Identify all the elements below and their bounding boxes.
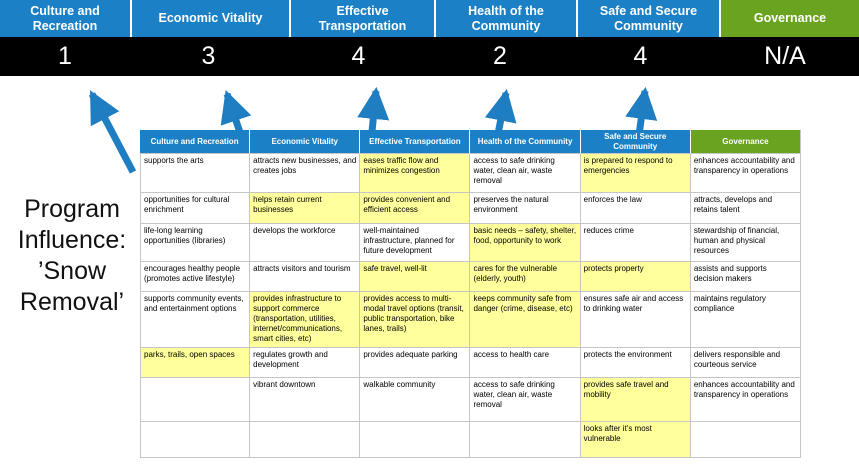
matrix-header-governance: Governance <box>690 130 801 155</box>
matrix-cell-r1-c2: attracts new businesses, and creates job… <box>250 154 361 194</box>
matrix-cell-r4-c2: attracts visitors and tourism <box>250 262 361 293</box>
matrix-cell-r7-c3: walkable community <box>360 378 471 423</box>
matrix-cell-r4-c5: protects property <box>580 262 691 293</box>
matrix-cell-r3-c3: well-maintained infrastructure, planned … <box>360 224 471 263</box>
program-label-line: Removal’ <box>19 288 125 316</box>
matrix-cell-r8-c1 <box>140 422 251 459</box>
matrix-cell-r6-c3: provides adequate parking <box>360 348 471 379</box>
pillar-score-effective-transportation: 4 <box>351 42 366 70</box>
matrix-cell-r2-c6: attracts, develops and retains talent <box>690 193 801 225</box>
matrix-cell-r1-c4: access to safe drinking water, clean air… <box>470 154 581 194</box>
program-influence-label: Program Influence: ’Snow Removal’ <box>2 194 142 318</box>
matrix-cell-r2-c1: opportunities for cultural enrichment <box>140 193 251 225</box>
matrix-cell-r3-c2: develops the workforce <box>250 224 361 263</box>
matrix-cell-r1-c1: supports the arts <box>140 154 251 194</box>
pillar-score-culture-and-recreation: 1 <box>58 42 72 70</box>
program-label-line: Program <box>24 195 120 223</box>
matrix-cell-r5-c1: supports community events, and entertain… <box>140 292 251 349</box>
pillar-header-governance: Governance <box>721 0 859 37</box>
matrix-cell-r1-c3: eases traffic flow and minimizes congest… <box>360 154 471 194</box>
matrix-header-effective-transportation: Effective Transportation <box>360 130 471 155</box>
matrix-cell-r8-c2 <box>250 422 361 459</box>
matrix-cell-r2-c5: enforces the law <box>580 193 691 225</box>
matrix-cell-r2-c4: preserves the natural environment <box>470 193 581 225</box>
matrix-cell-r5-c5: ensures safe air and access to drinking … <box>580 292 691 349</box>
pillar-header-effective-transportation: Effective Transportation <box>291 0 434 37</box>
pillar-header-health-of-the-community: Health of the Community <box>436 0 576 37</box>
pillar-header-economic-vitality: Economic Vitality <box>132 0 289 37</box>
matrix-cell-r7-c1 <box>140 378 251 423</box>
score-band: 1 3 4 2 4 N/A <box>0 37 859 76</box>
pillar-banner: Culture and Recreation Economic Vitality E… <box>0 0 859 37</box>
up-arrow-icon <box>88 90 137 174</box>
matrix-cell-r8-c6 <box>690 422 801 459</box>
program-label-line: Influence: <box>17 226 127 254</box>
matrix-cell-r4-c1: encourages healthy people (promotes acti… <box>140 262 251 293</box>
pillar-score-governance: N/A <box>764 42 806 70</box>
matrix-header-safe-and-secure-community: Safe and Secure Community <box>580 130 691 155</box>
matrix-cell-r3-c6: stewardship of financial, human and phys… <box>690 224 801 263</box>
matrix-cell-r6-c6: delivers responsible and courteous servi… <box>690 348 801 379</box>
pillar-score-economic-vitality: 3 <box>201 42 216 70</box>
program-label-line: ’Snow <box>37 257 107 285</box>
matrix-cell-r2-c2: helps retain current businesses <box>250 193 361 225</box>
matrix-cell-r5-c4: keeps community safe from danger (crime,… <box>470 292 581 349</box>
matrix-cell-r3-c4: basic needs – safety, shelter, food, opp… <box>470 224 581 263</box>
matrix-cell-r2-c3: provides convenient and efficient access <box>360 193 471 225</box>
matrix-cell-r1-c6: enhances accountability and transparency… <box>690 154 801 194</box>
matrix-cell-r5-c2: provides infrastructure to support comme… <box>250 292 361 349</box>
matrix-cell-r4-c3: safe travel, well-lit <box>360 262 471 293</box>
matrix-cell-r7-c4: access to safe drinking water, clean air… <box>470 378 581 423</box>
matrix-cell-r7-c6: enhances accountability and transparency… <box>690 378 801 423</box>
matrix-cell-r7-c5: provides safe travel and mobility <box>580 378 691 423</box>
matrix-header-culture-and-recreation: Culture and Recreation <box>140 130 251 155</box>
pillar-score-health-of-the-community: 2 <box>493 42 507 70</box>
matrix-cell-r6-c4: access to health care <box>470 348 581 379</box>
matrix-header-economic-vitality: Economic Vitality <box>250 130 361 155</box>
influence-matrix: Culture and Recreation Economic Vitality E… <box>140 130 801 459</box>
matrix-cell-r5-c3: provides access to multi-modal travel op… <box>360 292 471 349</box>
matrix-cell-r8-c3 <box>360 422 471 459</box>
matrix-cell-r3-c5: reduces crime <box>580 224 691 263</box>
matrix-cell-r8-c4 <box>470 422 581 459</box>
matrix-cell-r4-c6: assists and supports decision makers <box>690 262 801 293</box>
matrix-cell-r7-c2: vibrant downtown <box>250 378 361 423</box>
matrix-header-health-of-the-community: Health of the Community <box>470 130 581 155</box>
pillar-header-culture-and-recreation: Culture and Recreation <box>0 0 130 37</box>
matrix-cell-r6-c2: regulates growth and development <box>250 348 361 379</box>
pillar-score-safe-and-secure-community: 4 <box>633 42 648 70</box>
matrix-cell-r3-c1: life-long learning opportunities (librar… <box>140 224 251 263</box>
matrix-cell-r4-c4: cares for the vulnerable (elderly, youth… <box>470 262 581 293</box>
matrix-cell-r5-c6: maintains regulatory compliance <box>690 292 801 349</box>
pillar-header-safe-and-secure-community: Safe and Secure Community <box>578 0 719 37</box>
matrix-cell-r1-c5: is prepared to respond to emergencies <box>580 154 691 194</box>
matrix-cell-r6-c5: protects the environment <box>580 348 691 379</box>
matrix-cell-r6-c1: parks, trails, open spaces <box>140 348 251 379</box>
matrix-cell-r8-c5: looks after it's most vulnerable <box>580 422 691 459</box>
